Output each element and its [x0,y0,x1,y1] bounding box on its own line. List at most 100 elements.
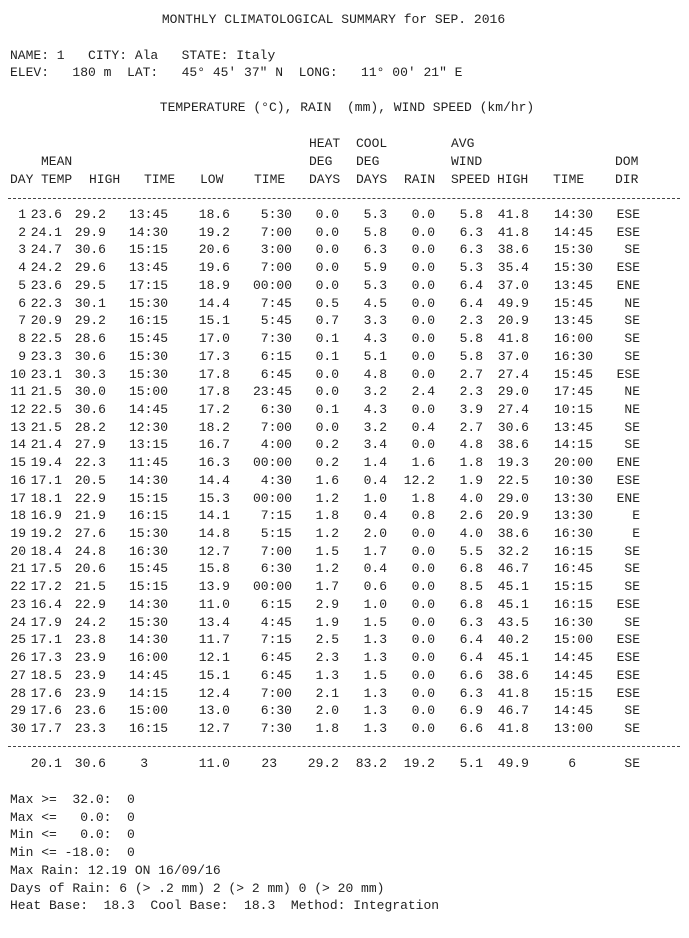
cell: 1.8 [315,721,339,736]
total-cell: 20.1 [30,756,62,771]
cell: 2.3 [315,650,339,666]
cell: 14:15 [128,685,168,701]
cell: 0.0 [411,242,435,258]
cell: 46.7 [497,703,529,719]
cell: 24.7 [30,242,62,258]
cell: 1 [18,207,26,222]
cell: 17.6 [30,703,62,719]
cell: 19.2 [30,526,62,542]
column-header: MEAN [41,154,73,169]
cell: SE [624,561,640,577]
cell: 40.2 [497,632,529,648]
cell: 0.0 [315,224,339,240]
cell: 24.2 [74,614,106,630]
cell: 1.5 [363,667,387,683]
cell: 17.7 [30,721,62,736]
cell: 1.0 [363,490,387,506]
column-header: DAY [10,172,34,187]
cell: SE [624,721,640,736]
cell: 41.8 [497,224,529,240]
cell: 7:00 [260,224,292,240]
cell: 16.3 [198,455,230,471]
cell: 19.4 [30,455,62,471]
cell: 7:15 [260,632,292,648]
cell: SE [624,614,640,630]
cell: 5:45 [260,313,292,329]
cell: 6.3 [459,224,483,240]
footer-line: Heat Base: 18.3 Cool Base: 18.3 Method: … [10,898,440,914]
cell: 6.3 [459,685,483,701]
cell: 23.9 [74,667,106,683]
cell: 22.5 [497,472,529,488]
cell: 23.1 [30,366,62,382]
cell: 16:15 [128,721,168,736]
cell: 2.1 [315,685,339,701]
cell: 17.1 [30,632,62,648]
cell: 14:45 [553,650,593,666]
cell: 15:15 [128,490,168,506]
cell: 6.8 [459,596,483,612]
cell: 20.9 [497,508,529,524]
cell: 0.0 [315,207,339,222]
cell: 20.5 [74,472,106,488]
cell: 6:45 [260,366,292,382]
cell: 30.6 [74,401,106,417]
cell: 15:15 [128,579,168,595]
cell: 4 [18,260,26,276]
cell: 1.3 [363,685,387,701]
cell: 6.4 [459,277,483,293]
divider [8,198,680,199]
cell: 16:30 [553,526,593,542]
cell: ESE [616,224,640,240]
cell: 1.3 [363,650,387,666]
cell: 2.9 [315,596,339,612]
cell: 24.1 [30,224,62,240]
cell: E [632,508,640,524]
cell: 4:30 [260,472,292,488]
cell: 1.3 [315,667,339,683]
cell: 10:15 [553,401,593,417]
footer-line: Min <= -18.0: 0 [10,845,135,861]
cell: 16.9 [30,508,62,524]
cell: 15:00 [128,703,168,719]
cell: E [632,526,640,542]
cell: SE [624,242,640,258]
cell: 17.3 [30,650,62,666]
cell: 6.8 [459,561,483,577]
cell: 0.0 [411,260,435,276]
cell: SE [624,348,640,364]
cell: 15 [10,455,26,471]
cell: 2.0 [363,526,387,542]
cell: 16:15 [128,508,168,524]
cell: 24.8 [74,543,106,559]
cell: 1.5 [363,614,387,630]
cell: 0.0 [315,242,339,258]
column-header: WIND [451,154,483,169]
column-header: HEAT [309,136,341,151]
cell: NE [624,384,640,400]
cell: 4:00 [260,437,292,453]
cell: 5.3 [459,260,483,276]
cell: 2.5 [315,632,339,648]
cell: 15:45 [553,295,593,311]
cell: 30.6 [74,348,106,364]
cell: 1.9 [459,472,483,488]
column-header: TEMP [41,172,73,187]
cell: 15:45 [128,561,168,577]
cell: 2.7 [459,419,483,435]
cell: SE [624,437,640,453]
cell: 23.9 [74,650,106,666]
cell: 17.1 [30,472,62,488]
cell: 0.0 [411,632,435,648]
cell: 15.8 [198,561,230,577]
cell: 7:45 [260,295,292,311]
cell: 6.4 [459,632,483,648]
cell: 24.2 [30,260,62,276]
cell: 20:00 [553,455,593,471]
footer-line: Days of Rain: 6 (> .2 mm) 2 (> 2 mm) 0 (… [10,880,385,896]
column-header: HIGH [497,172,529,187]
cell: 1.3 [363,703,387,719]
cell: 1.4 [363,455,387,471]
cell: 45.1 [497,579,529,595]
column-header: LOW [200,172,224,187]
